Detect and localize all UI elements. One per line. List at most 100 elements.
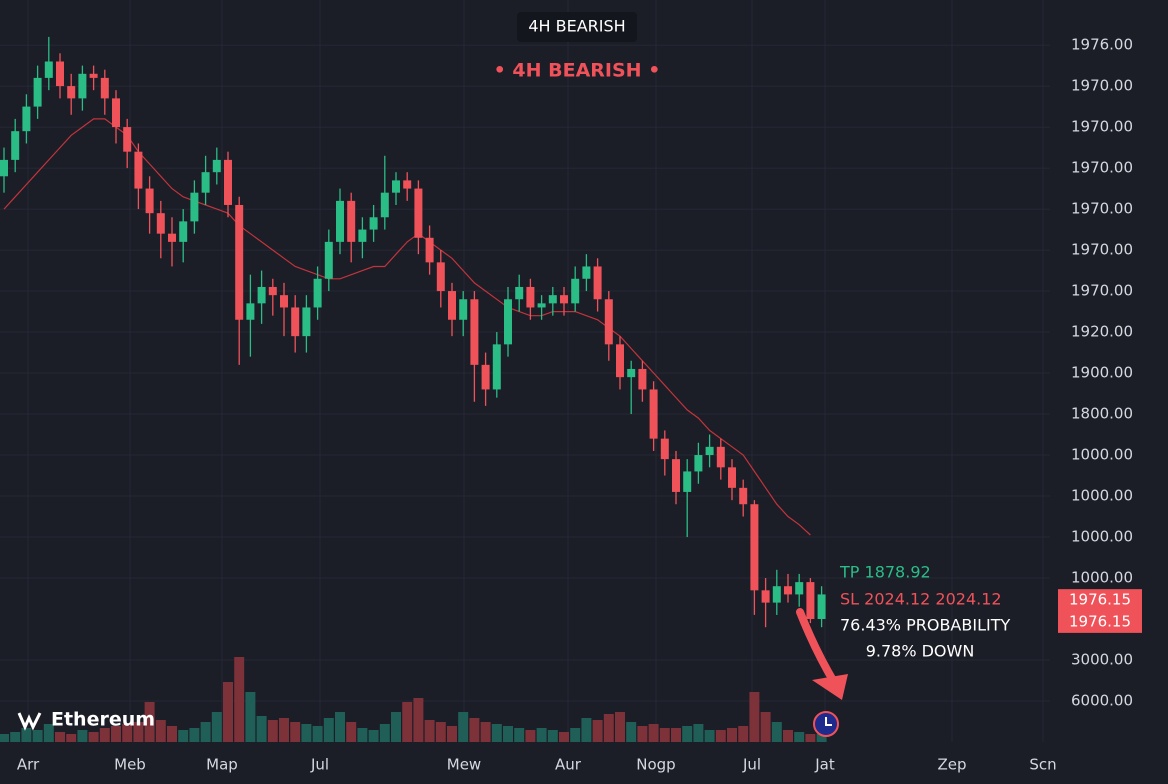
y-tick-label: 1970.00 <box>1071 159 1133 177</box>
candle-body <box>190 192 199 222</box>
volume-bar <box>559 732 569 742</box>
candle-body <box>302 307 311 337</box>
candle-body <box>817 594 826 620</box>
volume-bar <box>771 722 782 742</box>
candle-body <box>145 188 154 214</box>
price-label-box <box>1058 610 1142 633</box>
volume-bar <box>43 724 54 742</box>
candle-body <box>616 344 624 378</box>
volume-bar <box>279 718 289 742</box>
volume-bar <box>0 734 9 742</box>
y-tick-label: 1970.00 <box>1071 200 1133 218</box>
volume-bar <box>32 730 43 742</box>
candle-body <box>761 590 770 603</box>
candle-body <box>593 266 602 300</box>
volume-bar <box>424 720 435 742</box>
chart-title: 4H BEARISH <box>528 17 625 36</box>
candle-body <box>694 455 703 472</box>
candle-body <box>470 299 479 365</box>
volume-bar <box>469 718 480 742</box>
candle-body <box>526 286 535 308</box>
down-arrow-head <box>812 674 848 700</box>
candle-body <box>537 303 546 308</box>
volume-bar <box>435 722 446 742</box>
annotation: 9.78% DOWN <box>866 642 975 661</box>
volume-bar <box>99 728 110 742</box>
volume-bar <box>133 722 144 742</box>
grid <box>0 0 1050 742</box>
volume-bar <box>592 720 603 742</box>
candle-body <box>78 73 87 99</box>
candle-body <box>201 172 210 193</box>
candle-body <box>414 188 423 238</box>
candle-body <box>235 204 244 320</box>
candle-body <box>672 459 680 492</box>
volume-bar <box>21 728 32 742</box>
y-tick-label: 1000.00 <box>1071 528 1133 546</box>
volume-bar <box>357 728 368 742</box>
candle-body <box>268 286 277 296</box>
volume-bar <box>570 728 581 742</box>
volume-bar <box>693 724 704 742</box>
volume-layer <box>0 657 827 742</box>
chart-subtitle: • 4H BEARISH • <box>494 60 661 82</box>
candle-body <box>806 582 815 620</box>
volume-bar <box>301 724 312 742</box>
volume-bar <box>144 702 155 742</box>
down-arrow <box>796 608 838 686</box>
candle-body <box>336 200 344 242</box>
candle-body <box>380 192 389 218</box>
candle-body <box>683 471 692 492</box>
candle-body <box>100 77 109 99</box>
y-tick-label: 6000.00 <box>1071 692 1133 710</box>
volume-bar <box>514 728 525 742</box>
volume-bar <box>10 732 21 742</box>
volume-bar <box>671 728 681 742</box>
volume-bar <box>458 712 469 742</box>
volume-bar <box>637 726 648 742</box>
candle-body <box>324 241 333 279</box>
volume-bar <box>323 718 334 742</box>
volume-bar <box>503 726 513 742</box>
candle-body <box>784 586 792 595</box>
volume-bar <box>749 692 760 742</box>
candle-body <box>716 446 725 468</box>
volume-bar <box>77 730 88 742</box>
volume-bar <box>200 722 211 742</box>
y-tick-label: 1900.00 <box>1071 364 1133 382</box>
volume-bar <box>413 698 424 742</box>
price-label: 1976.15 <box>1069 591 1131 609</box>
volume-bar <box>167 726 177 742</box>
candle-body <box>750 504 759 591</box>
volume-bar <box>581 718 592 742</box>
volume-bar <box>155 720 166 742</box>
candle-body <box>246 303 255 320</box>
candle-body <box>224 159 232 205</box>
candle-body <box>22 106 31 132</box>
volume-bar <box>256 716 267 742</box>
y-tick-label: 1000.00 <box>1071 569 1133 587</box>
candle-body <box>347 200 356 242</box>
volume-bar <box>727 728 737 742</box>
candle-body <box>257 286 266 304</box>
candle-body <box>448 291 456 320</box>
y-tick-label: 1976.00 <box>1071 36 1133 54</box>
x-tick-label: Arr <box>17 756 40 774</box>
annotation-layer: 1976.00 1970.00 1970.00 1970.00 1970.00 1970.… <box>17 36 1142 774</box>
x-tick-label: Mew <box>447 756 481 774</box>
volume-bar <box>536 728 547 742</box>
candle-body <box>705 446 714 456</box>
candle-body <box>392 180 400 193</box>
volume-bar <box>122 724 133 742</box>
volume-bar <box>480 722 491 742</box>
volume-bar <box>547 730 558 742</box>
x-tick-label: Aur <box>555 756 582 774</box>
candle-body <box>280 295 288 308</box>
candle-body <box>436 262 445 292</box>
volume-bar <box>648 724 659 742</box>
brand-name: Ethereum <box>51 709 155 731</box>
x-tick-label: Jul <box>742 756 761 774</box>
volume-bar <box>66 734 77 742</box>
volume-bar <box>794 732 805 742</box>
volume-bar <box>603 714 614 742</box>
